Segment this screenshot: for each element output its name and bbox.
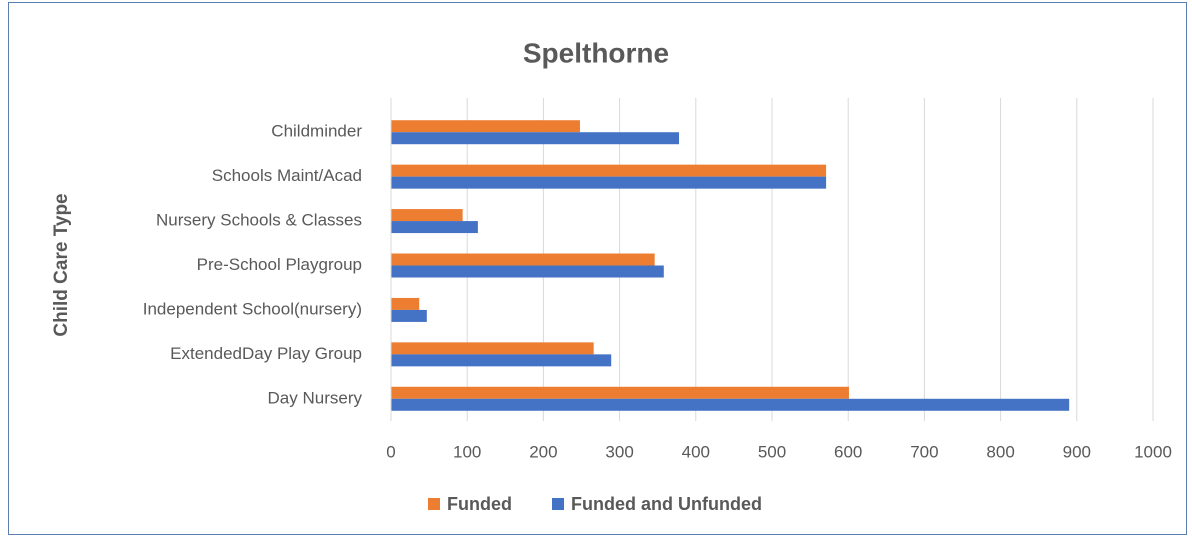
legend-swatch [428, 498, 440, 510]
legend-label: Funded and Unfunded [571, 494, 762, 514]
x-tick-label: 700 [910, 442, 938, 461]
bar [391, 297, 420, 310]
y-tick-label: Schools Maint/Acad [212, 166, 362, 185]
x-tick-label: 400 [682, 442, 710, 461]
x-tick-label: 800 [986, 442, 1014, 461]
bar [391, 164, 827, 177]
legend-label: Funded [447, 494, 512, 514]
x-tick-label: 300 [605, 442, 633, 461]
x-tick-label: 100 [453, 442, 481, 461]
bar [391, 209, 463, 222]
bar [391, 176, 827, 189]
y-tick-label: Childminder [271, 122, 362, 141]
bar [391, 265, 664, 278]
y-tick-label: Pre-School Playgroup [197, 255, 362, 274]
x-tick-label: 0 [386, 442, 395, 461]
y-tick-label: Day Nursery [268, 388, 363, 407]
bar [391, 309, 427, 322]
bar [391, 386, 849, 399]
y-axis-label: Child Care Type [51, 193, 72, 336]
bar [391, 221, 478, 234]
bar [391, 354, 612, 367]
bar [391, 132, 680, 145]
legend-swatch [552, 498, 564, 510]
bar [391, 120, 580, 133]
y-tick-label: Independent School(nursery) [143, 299, 362, 318]
x-tick-label: 500 [758, 442, 786, 461]
x-tick-label: 600 [834, 442, 862, 461]
bar [391, 342, 594, 355]
bar [391, 398, 1070, 411]
x-tick-label: 900 [1063, 442, 1091, 461]
x-tick-label: 1000 [1134, 442, 1172, 461]
x-tick-label: 200 [529, 442, 557, 461]
bar [391, 253, 655, 266]
y-tick-label: Nursery Schools & Classes [156, 211, 362, 230]
chart-title: Spelthorne [523, 37, 669, 68]
y-tick-label: ExtendedDay Play Group [170, 344, 362, 363]
